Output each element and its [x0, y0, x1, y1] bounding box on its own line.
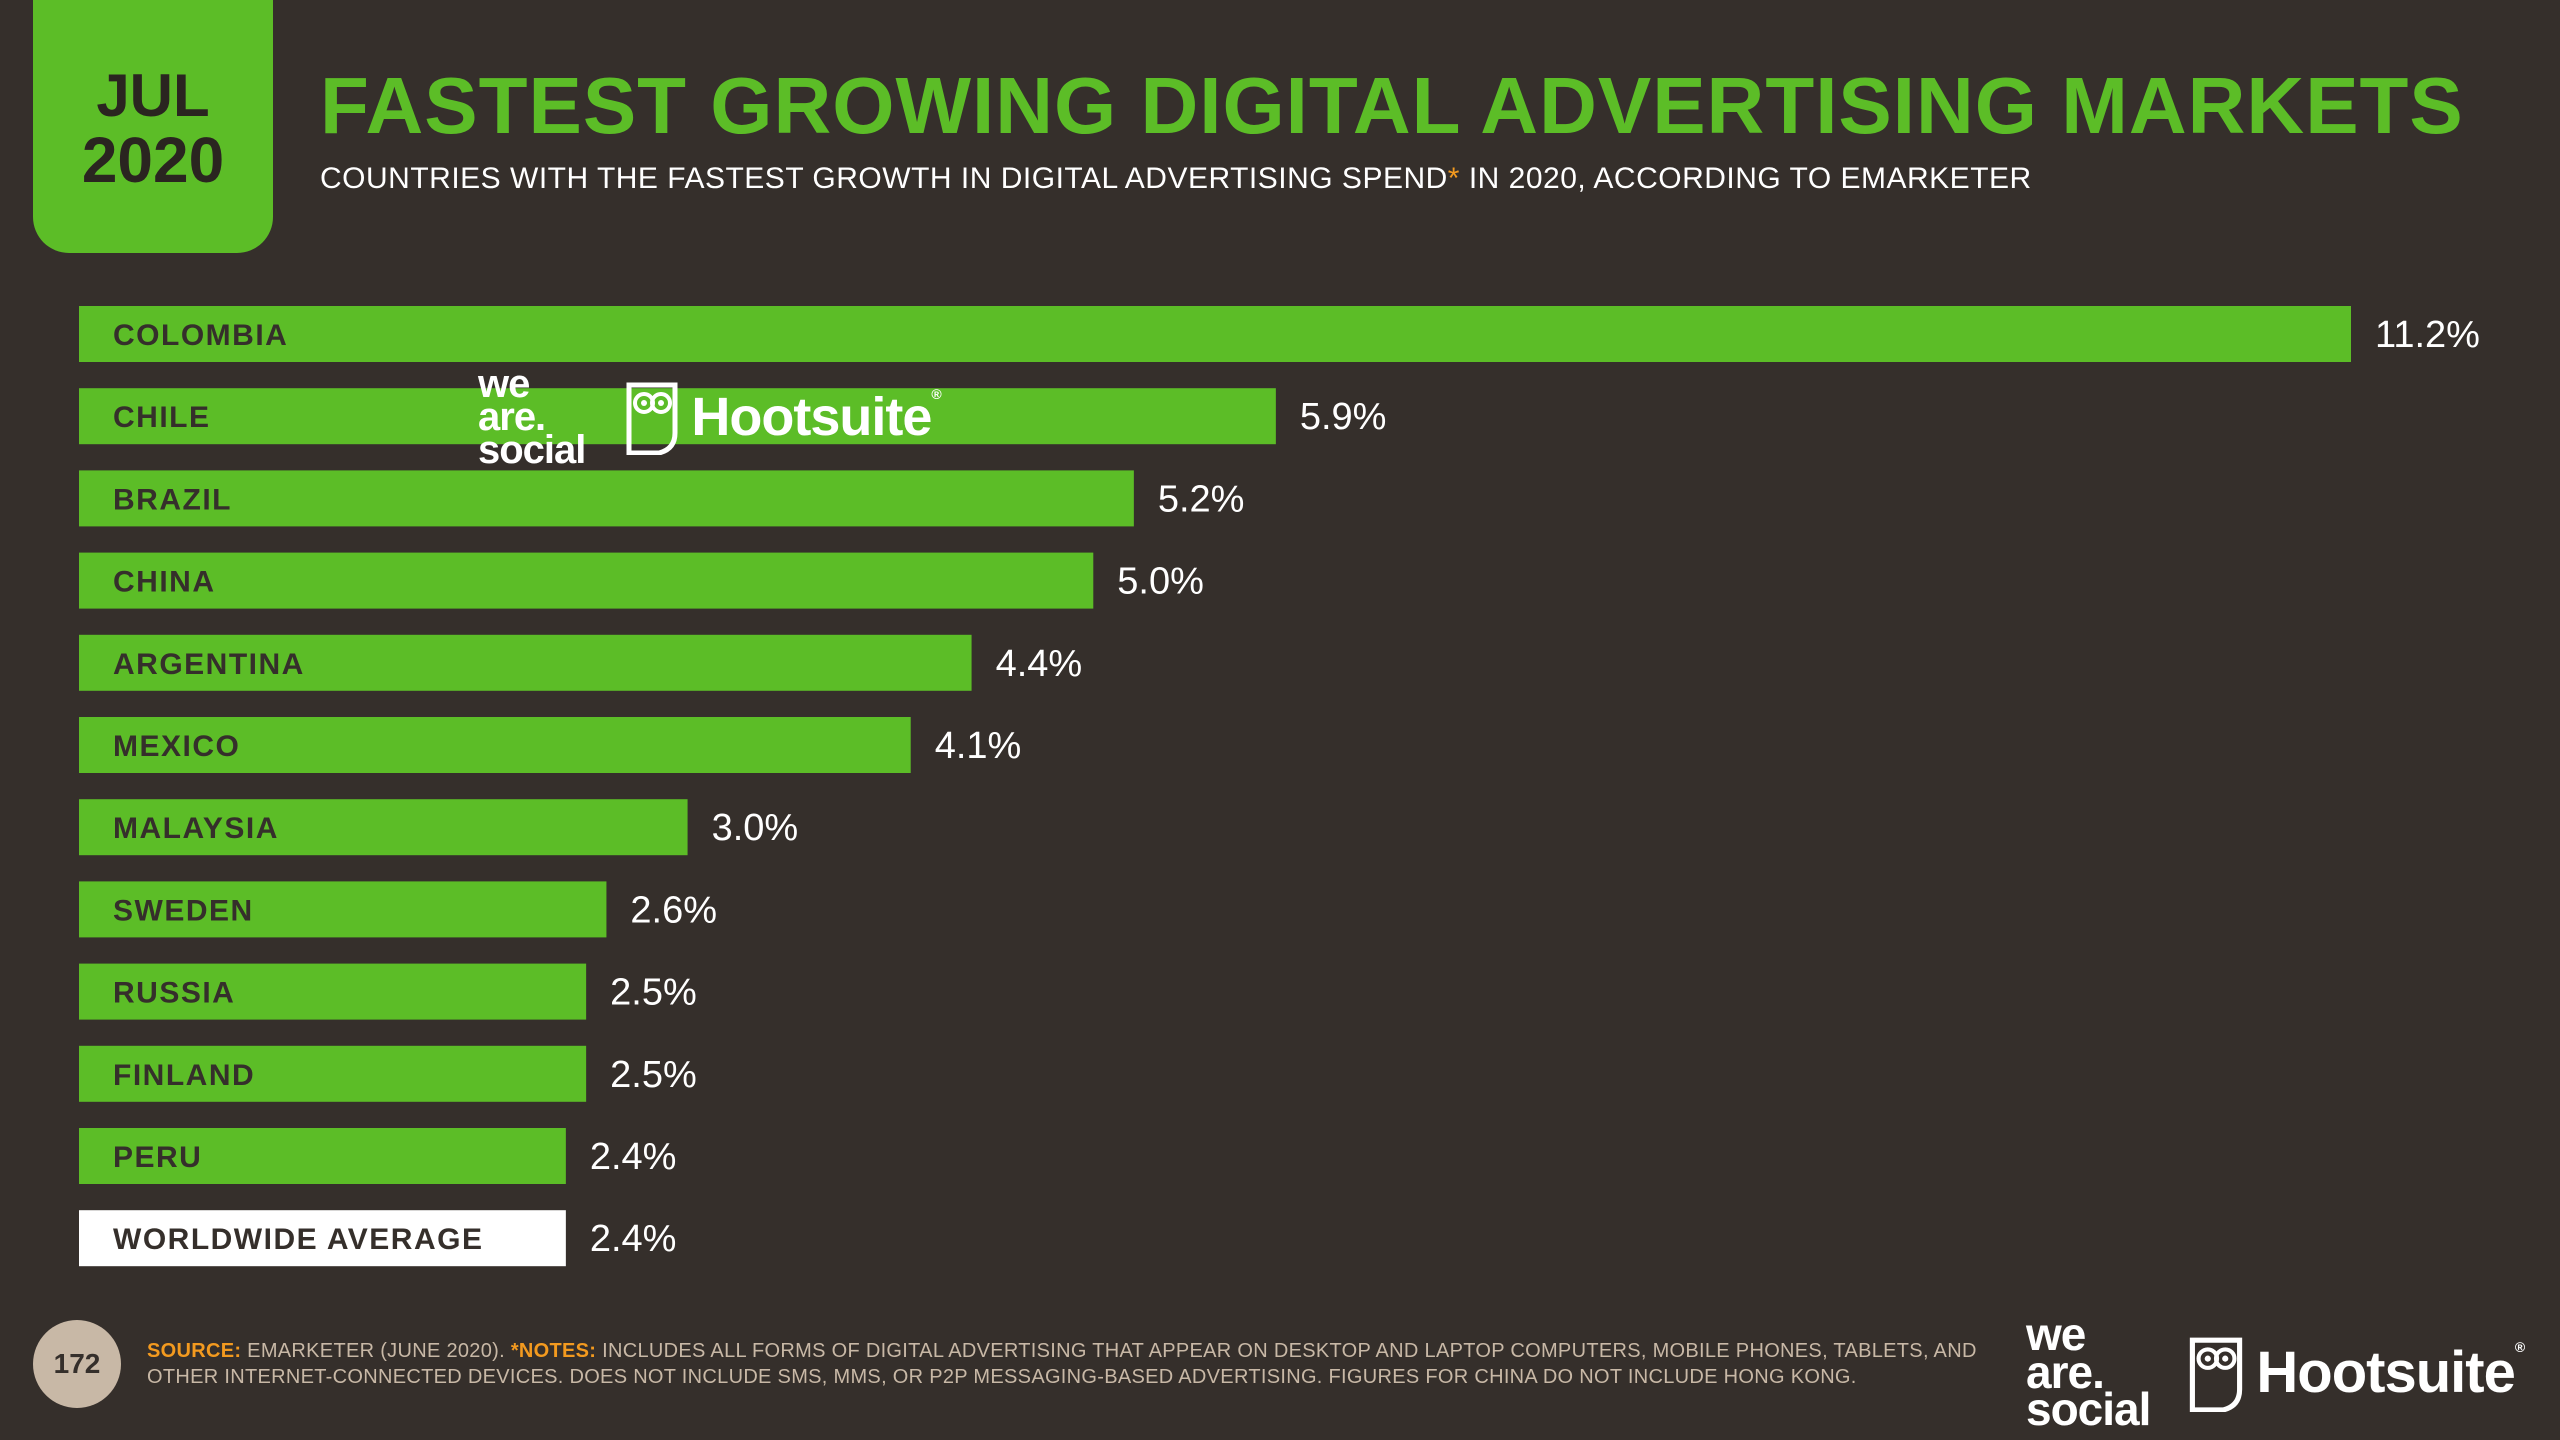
category-label: RUSSIA: [113, 977, 235, 1010]
logo-line: we: [2026, 1308, 2086, 1360]
value-label: 5.2%: [1158, 478, 1245, 520]
logo-line: social: [478, 427, 586, 472]
subtitle-asterisk: *: [1447, 162, 1460, 195]
subtitle-text: COUNTRIES WITH THE FASTEST GROWTH IN DIG…: [320, 162, 1448, 195]
date-badge: JUL 2020: [33, 0, 273, 253]
page-title: FASTEST GROWING DIGITAL ADVERTISING MARK…: [320, 61, 2464, 150]
category-label: MALAYSIA: [113, 812, 279, 845]
value-label: 2.4%: [590, 1218, 677, 1260]
value-label: 5.0%: [1117, 561, 1204, 603]
logo-line: are.: [2026, 1345, 2105, 1398]
page-number: 172: [33, 1320, 121, 1408]
hootsuite-logo-footer: Hootsuite®: [2188, 1334, 2525, 1412]
hootsuite-wordmark-footer: Hootsuite®: [2256, 1339, 2525, 1406]
value-label: 2.5%: [610, 1054, 697, 1096]
bar-peru: [79, 1128, 566, 1184]
page-subtitle: COUNTRIES WITH THE FASTEST GROWTH IN DIG…: [320, 162, 2032, 196]
registered-mark: ®: [2514, 1339, 2525, 1356]
bar-finland: [79, 1045, 587, 1102]
value-label: 2.4%: [590, 1136, 677, 1178]
category-label: CHINA: [113, 566, 216, 599]
value-label: 2.5%: [610, 972, 697, 1014]
source-text: EMARKETER (JUNE 2020).: [241, 1340, 511, 1362]
bar-colombia: [79, 306, 2351, 362]
notes-text: INCLUDES ALL FORMS OF DIGITAL ADVERTISIN…: [147, 1340, 1977, 1388]
notes-label: *NOTES:: [510, 1340, 597, 1362]
we-are-social-logo-footer: we are. social: [2026, 1308, 2151, 1436]
category-label: SWEDEN: [113, 894, 254, 927]
logo-line: social: [2026, 1383, 2151, 1436]
value-label: 3.0%: [712, 807, 799, 849]
category-label: PERU: [113, 1141, 202, 1174]
footnote: SOURCE: EMARKETER (JUNE 2020). *NOTES: I…: [147, 1338, 1987, 1390]
value-label: 5.9%: [1300, 396, 1387, 438]
bar-argentina: [79, 634, 972, 691]
bar-mexico: [79, 717, 911, 773]
we-are-social-logo: we are. social: [478, 362, 586, 472]
bar-sweden: [79, 881, 607, 938]
watermark: we are. social Hootsuite®: [478, 362, 942, 472]
category-label: CHILE: [113, 401, 211, 434]
category-label: ARGENTINA: [113, 648, 305, 681]
bar-brazil: [79, 470, 1134, 527]
date-month: JUL: [96, 62, 210, 130]
subtitle-text-end: IN 2020, ACCORDING TO EMARKETER: [1459, 162, 2032, 195]
bar-malaysia: [79, 799, 688, 856]
logo-line: are.: [478, 394, 546, 439]
owl-icon: [2190, 1337, 2243, 1412]
value-label: 4.1%: [935, 725, 1022, 767]
category-label: WORLDWIDE AVERAGE: [113, 1223, 484, 1256]
category-label: COLOMBIA: [113, 319, 288, 352]
registered-mark: ®: [931, 386, 941, 403]
hootsuite-logo: Hootsuite®: [625, 379, 942, 456]
hootsuite-wordmark: Hootsuite®: [691, 386, 941, 448]
hootsuite-text: Hootsuite: [2256, 1340, 2515, 1406]
source-label: SOURCE:: [147, 1340, 242, 1362]
logo-line: we: [478, 362, 530, 406]
category-label: FINLAND: [113, 1059, 255, 1092]
bar-china: [79, 552, 1094, 609]
date-year: 2020: [81, 124, 225, 197]
owl-icon: [626, 382, 678, 456]
bar-russia: [79, 963, 587, 1020]
hootsuite-text: Hootsuite: [691, 387, 932, 448]
value-label: 2.6%: [630, 889, 717, 931]
bar-worldwide-average: [79, 1210, 566, 1267]
bar-chart: COLOMBIA 11.2% CHILE 5.9% BRAZIL 5.2% CHINA 5.0…: [79, 306, 2480, 1267]
value-label: 4.4%: [996, 643, 1083, 685]
footer-brand: we are. social Hootsuite®: [2026, 1308, 2525, 1436]
category-label: MEXICO: [113, 730, 240, 763]
value-label: 11.2%: [2375, 314, 2480, 356]
category-label: BRAZIL: [113, 483, 232, 516]
